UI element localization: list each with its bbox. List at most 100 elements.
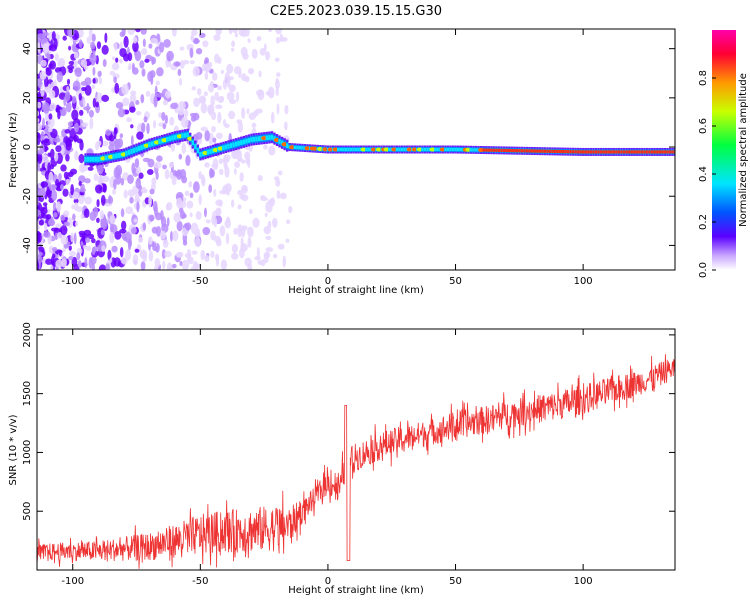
heatmap-speckle (182, 239, 188, 246)
heatmap-speckle (284, 121, 288, 131)
heatmap-speckle (276, 72, 281, 78)
heatmap-speckle (267, 220, 272, 229)
heatmap-speckle (172, 230, 179, 242)
heatmap-band-inner (444, 147, 447, 152)
heatmap-band-inner (298, 146, 302, 150)
heatmap-speckle (99, 210, 105, 220)
heatmap-speckle (50, 265, 54, 270)
heatmap-band-inner (206, 149, 210, 155)
heatmap-band-inner (209, 149, 212, 154)
heatmap-speckle (96, 199, 100, 208)
heatmap-speckle (43, 86, 51, 93)
heatmap-speckle (45, 214, 52, 220)
heatmap-speckle (241, 107, 246, 119)
heatmap-band-inner (357, 147, 360, 152)
heatmap-speckle (76, 252, 81, 261)
heatmap-band-core (635, 150, 639, 154)
spectrogram-y-tick-label: 40 (22, 42, 33, 55)
heatmap-speckle (63, 210, 70, 218)
heatmap-speckle (37, 248, 40, 256)
heatmap-speckle (160, 209, 164, 222)
heatmap-band-core (564, 150, 567, 154)
heatmap-speckle (115, 101, 124, 109)
heatmap-speckle (114, 138, 121, 151)
heatmap-speckle (126, 117, 132, 123)
heatmap-speckle (83, 106, 91, 111)
heatmap-band-inner (240, 140, 243, 146)
heatmap-speckle (54, 53, 60, 62)
heatmap-speckle (239, 193, 246, 200)
heatmap-band-inner (354, 147, 358, 152)
heatmap-band-core (673, 150, 675, 154)
heatmap-speckle (95, 101, 100, 108)
heatmap-band-inner (273, 136, 276, 142)
heatmap-speckle (37, 101, 42, 109)
heatmap-speckle (105, 129, 112, 136)
heatmap-speckle (53, 212, 58, 218)
heatmap-speckle (37, 76, 43, 89)
heatmap-speckle (154, 161, 162, 169)
heatmap-speckle (109, 231, 115, 244)
spectrogram-y-tick-label: 0 (22, 144, 33, 150)
heatmap-speckle (277, 243, 285, 250)
heatmap-speckle (96, 92, 103, 104)
heatmap-speckle (40, 36, 48, 45)
heatmap-speckle (67, 64, 75, 70)
heatmap-speckle (68, 60, 75, 66)
heatmap-band-inner (365, 147, 368, 152)
heatmap-band-core (495, 148, 498, 152)
heatmap-speckle (152, 120, 157, 129)
heatmap-speckle (275, 29, 282, 35)
heatmap-band-core (536, 149, 539, 153)
heatmap-speckle (286, 219, 291, 225)
heatmap-speckle (218, 158, 223, 165)
heatmap-speckle (37, 133, 41, 146)
heatmap-speckle (243, 185, 247, 192)
heatmap-speckle (56, 71, 63, 83)
heatmap-speckle (162, 123, 167, 130)
heatmap-speckle (41, 207, 48, 215)
heatmap-speckle (38, 219, 44, 226)
heatmap-band-inner (257, 136, 261, 142)
heatmap-speckle (55, 145, 62, 153)
heatmap-speckle (204, 162, 210, 168)
heatmap-speckle (268, 29, 273, 33)
heatmap-speckle (66, 78, 71, 85)
heatmap-speckle (76, 206, 83, 213)
heatmap-speckle (86, 36, 92, 44)
heatmap-band-core (589, 150, 593, 154)
heatmap-speckle (79, 187, 86, 193)
snr-series (37, 354, 675, 569)
heatmap-speckle (190, 222, 199, 234)
heatmap-band-core (648, 150, 651, 154)
heatmap-speckle (52, 201, 57, 212)
heatmap-band-inner (166, 137, 169, 142)
heatmap-speckle (154, 257, 161, 268)
heatmap-band-inner (234, 141, 238, 147)
heatmap-speckle (37, 156, 42, 162)
heatmap-speckle (118, 58, 123, 64)
heatmap-speckle (198, 171, 202, 180)
heatmap-band-inner (173, 134, 177, 140)
spectrogram-x-tick-label: -100 (61, 276, 84, 287)
heatmap-speckle (148, 214, 155, 222)
heatmap-speckle (120, 208, 125, 218)
heatmap-speckle (80, 59, 88, 68)
heatmap-speckle (101, 140, 109, 147)
heatmap-speckle (192, 181, 200, 193)
heatmap-speckle (88, 29, 93, 38)
heatmap-speckle (178, 77, 182, 86)
heatmap-speckle (208, 184, 213, 193)
snr-y-tick-label: 2000 (22, 322, 33, 347)
colorbar-label: Normalized spectral amplitude (738, 73, 749, 227)
heatmap-speckle (252, 217, 260, 228)
heatmap-speckle (60, 144, 65, 156)
spectrogram-y-axis-label: Frequency (Hz) (8, 112, 19, 188)
heatmap-speckle (40, 59, 47, 67)
snr-x-tick-label: 100 (574, 576, 593, 587)
heatmap-speckle (247, 67, 255, 75)
heatmap-speckle (166, 217, 170, 227)
heatmap-speckle (194, 237, 201, 247)
heatmap-speckle (111, 245, 118, 253)
heatmap-speckle (158, 122, 163, 127)
